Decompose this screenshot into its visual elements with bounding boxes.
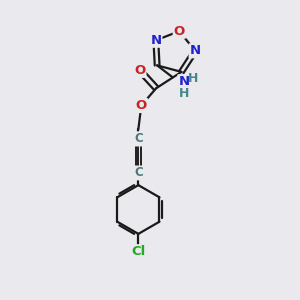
- Text: Cl: Cl: [131, 245, 146, 258]
- Text: O: O: [136, 99, 147, 112]
- Text: O: O: [174, 25, 185, 38]
- Text: H: H: [188, 72, 199, 85]
- Text: H: H: [179, 87, 189, 100]
- Text: N: N: [178, 75, 190, 88]
- Text: C: C: [134, 167, 143, 179]
- Text: O: O: [134, 64, 146, 77]
- Text: N: N: [150, 34, 161, 47]
- Text: N: N: [190, 44, 201, 57]
- Text: C: C: [134, 132, 143, 145]
